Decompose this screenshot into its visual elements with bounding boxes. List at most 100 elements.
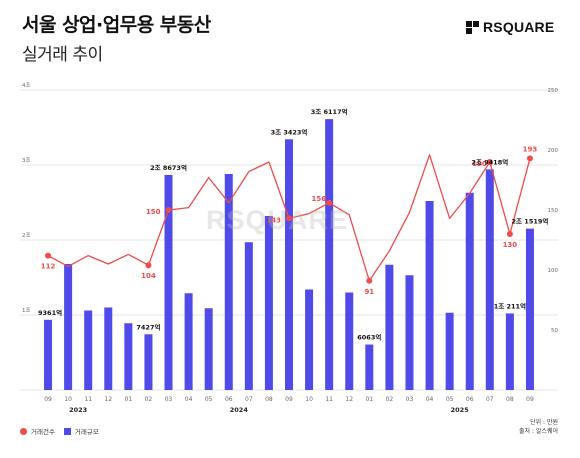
x-tick-label: 09 bbox=[44, 396, 52, 403]
source-note: 출처 : 알스퀘어 bbox=[519, 428, 558, 435]
x-tick-label: 01 bbox=[125, 396, 133, 403]
bar bbox=[44, 319, 53, 390]
x-tick-label: 10 bbox=[64, 396, 72, 403]
point-label: 156 bbox=[312, 195, 327, 203]
bar-label: 9361억 bbox=[38, 308, 62, 317]
bar bbox=[385, 264, 394, 390]
bar bbox=[305, 289, 314, 390]
chart-notes: 단위 : 만원 출처 : 알스퀘어 bbox=[519, 418, 558, 436]
bar bbox=[184, 293, 193, 390]
legend-volume-label: 거래규모 bbox=[74, 428, 99, 436]
bar-label: 7427억 bbox=[136, 322, 160, 331]
bar bbox=[345, 292, 354, 390]
x-tick-label: 10 bbox=[305, 396, 313, 403]
line-point bbox=[366, 277, 373, 284]
x-tick-label: 02 bbox=[386, 396, 394, 403]
year-label: 2024 bbox=[230, 406, 249, 414]
x-tick-label: 12 bbox=[345, 396, 353, 403]
point-label: 143 bbox=[266, 216, 281, 224]
bar-label: 2조 1519억 bbox=[512, 217, 549, 226]
x-tick-label: 03 bbox=[406, 396, 414, 403]
watermark: RSQUARE bbox=[206, 205, 349, 235]
bar bbox=[244, 242, 253, 390]
unit-note: 단위 : 만원 bbox=[530, 419, 558, 426]
bar bbox=[64, 264, 73, 390]
bar bbox=[405, 275, 414, 390]
year-label: 2023 bbox=[69, 406, 87, 414]
left-tick-label: 3조 bbox=[22, 157, 31, 164]
x-tick-label: 08 bbox=[265, 396, 273, 403]
rsquare-logo-icon bbox=[466, 20, 479, 34]
x-tick-label: 05 bbox=[446, 396, 454, 403]
chart-subtitle: 실거래 추이 bbox=[22, 45, 103, 65]
bar bbox=[144, 334, 153, 390]
line-point bbox=[45, 252, 52, 259]
bar bbox=[104, 307, 113, 390]
legend-bar-marker bbox=[63, 427, 71, 435]
bar bbox=[365, 344, 374, 390]
x-tick-label: 09 bbox=[526, 396, 534, 403]
bar bbox=[124, 323, 133, 390]
line-point bbox=[326, 199, 333, 206]
line-point bbox=[526, 155, 533, 162]
legend-item-count: 거래건수 bbox=[20, 426, 55, 436]
line-point bbox=[145, 262, 152, 269]
x-tick-label: 03 bbox=[165, 396, 173, 403]
bar-label: 1조 211억 bbox=[494, 301, 526, 310]
point-label: 91 bbox=[364, 288, 374, 296]
bar bbox=[465, 192, 474, 390]
right-tick-label: 100 bbox=[548, 268, 559, 274]
point-label: 150 bbox=[146, 208, 161, 216]
point-label: 190 bbox=[472, 160, 487, 168]
year-label: 2025 bbox=[451, 406, 470, 414]
x-tick-label: 12 bbox=[104, 396, 112, 403]
brand-logo: RSQUARE bbox=[466, 19, 554, 35]
bar bbox=[164, 174, 173, 390]
x-tick-label: 04 bbox=[185, 396, 193, 403]
x-tick-label: 11 bbox=[325, 396, 333, 403]
bar-label: 6063억 bbox=[357, 333, 381, 342]
left-tick-label: 1조 bbox=[22, 307, 31, 314]
x-tick-label: 06 bbox=[466, 396, 474, 403]
point-label: 104 bbox=[141, 272, 156, 280]
bar bbox=[224, 174, 233, 390]
bar bbox=[445, 312, 454, 390]
bar bbox=[425, 201, 434, 390]
legend: 거래건수 거래규모 bbox=[20, 426, 108, 436]
bar-label: 3조 3423억 bbox=[271, 127, 308, 136]
x-tick-label: 09 bbox=[285, 396, 293, 403]
legend-count-label: 거래건수 bbox=[31, 428, 55, 436]
x-tick-label: 04 bbox=[426, 396, 434, 403]
line-point bbox=[165, 207, 172, 213]
bar bbox=[84, 310, 93, 390]
bar bbox=[285, 139, 293, 390]
legend-line-marker bbox=[20, 427, 27, 435]
chart-title: 서울 상업·업무용 부동산 bbox=[22, 14, 211, 36]
x-tick-label: 07 bbox=[486, 396, 494, 403]
point-label: 193 bbox=[523, 145, 538, 153]
point-label: 130 bbox=[503, 241, 518, 249]
right-tick-label: 150 bbox=[548, 208, 559, 214]
line-point bbox=[506, 231, 513, 237]
bar bbox=[505, 313, 514, 390]
legend-item-volume: 거래규모 bbox=[63, 426, 99, 436]
x-tick-label: 06 bbox=[225, 396, 233, 403]
right-tick-label: 250 bbox=[548, 88, 559, 94]
point-label: 112 bbox=[41, 263, 56, 271]
bar-label: 2조 9418억 bbox=[471, 157, 508, 166]
x-tick-label: 01 bbox=[365, 396, 373, 403]
bar bbox=[264, 216, 273, 390]
left-tick-label: 4조 bbox=[22, 82, 31, 89]
x-tick-label: 11 bbox=[84, 396, 92, 403]
right-tick-label: 50 bbox=[551, 328, 558, 334]
bar bbox=[204, 308, 213, 390]
logo-text: RSQUARE bbox=[483, 19, 555, 35]
bar-label: 2조 8673억 bbox=[150, 163, 187, 172]
line-point bbox=[486, 159, 493, 165]
bar bbox=[325, 119, 334, 390]
left-tick-label: 2조 bbox=[22, 232, 31, 239]
x-tick-label: 07 bbox=[245, 396, 253, 403]
x-tick-label: 02 bbox=[145, 396, 153, 403]
bar bbox=[485, 169, 494, 390]
